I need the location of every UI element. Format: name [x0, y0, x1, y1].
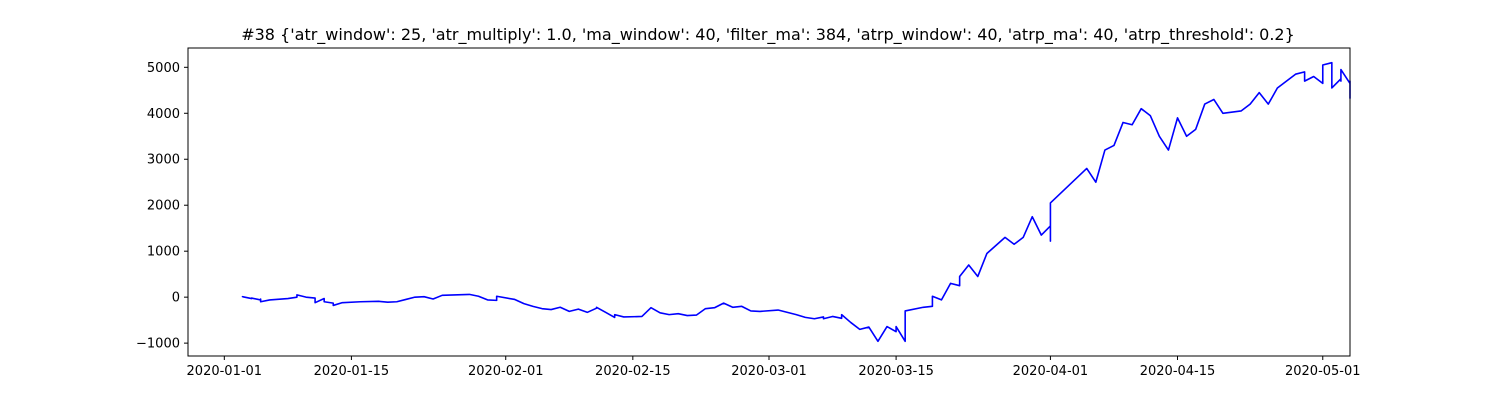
y-tick-label: −1000: [136, 337, 180, 352]
x-tick-label: 2020-04-01: [1013, 364, 1089, 379]
y-tick-label: 2000: [147, 199, 180, 214]
y-tick-label: 3000: [147, 153, 180, 168]
x-tick-label: 2020-02-15: [595, 364, 671, 379]
plot-area: [188, 48, 1350, 356]
x-tick-label: 2020-01-15: [314, 364, 390, 379]
x-tick-label: 2020-03-15: [858, 364, 934, 379]
x-tick-label: 2020-02-01: [468, 364, 544, 379]
y-tick-label: 4000: [147, 107, 180, 122]
x-tick-label: 2020-01-01: [187, 364, 263, 379]
x-tick-label: 2020-03-01: [731, 364, 807, 379]
y-axis: −1000 0 1000 2000 3000 4000 5000: [136, 61, 188, 352]
x-axis: 2020-01-01 2020-01-15 2020-02-01 2020-02-15…: [187, 356, 1361, 379]
series-layer: [241, 61, 1351, 343]
series-line-0: [241, 61, 1351, 343]
x-tick-label: 2020-04-15: [1140, 364, 1216, 379]
plot-background: [188, 48, 1350, 356]
x-tick-label: 2020-05-01: [1285, 364, 1361, 379]
y-tick-label: 1000: [147, 245, 180, 260]
y-tick-label: 0: [172, 291, 180, 306]
chart-title: #38 {'atr_window': 25, 'atr_multiply': 1…: [241, 25, 1295, 45]
y-tick-label: 5000: [147, 61, 180, 76]
